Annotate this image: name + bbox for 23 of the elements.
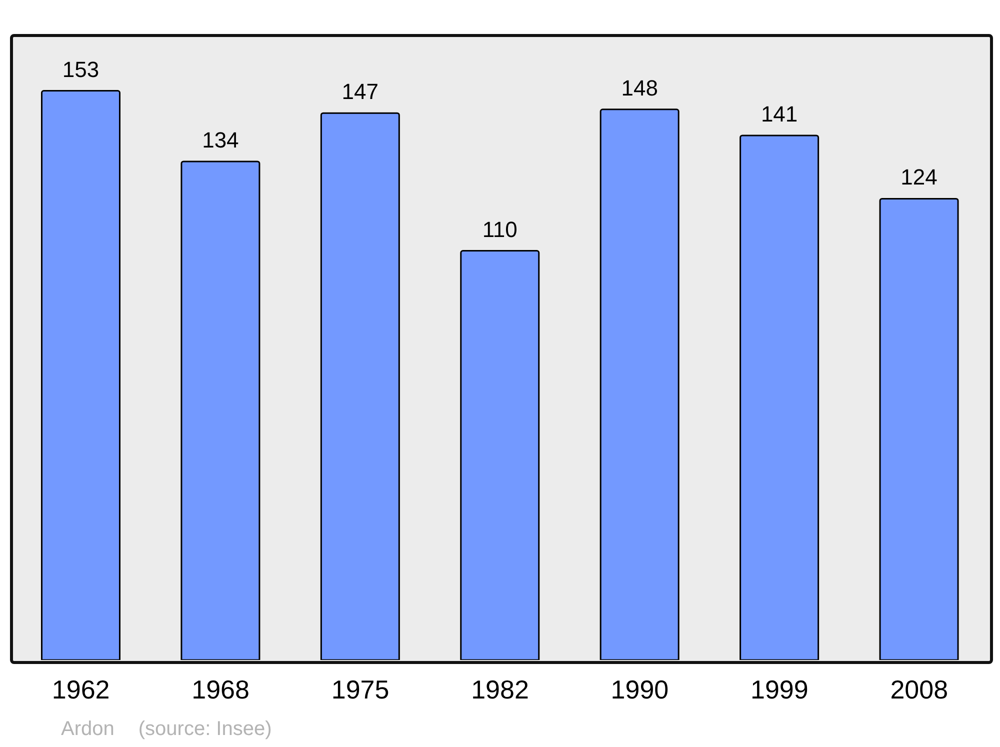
x-tick-label: 1968 [192, 674, 250, 704]
x-tick-label: 1999 [750, 674, 808, 704]
data-label: 124 [900, 164, 938, 190]
bar [879, 198, 959, 660]
x-tick-label: 2008 [890, 674, 948, 704]
bar [600, 108, 680, 660]
bar [740, 134, 820, 660]
text: (source: Insee) [138, 718, 272, 740]
data-label: 110 [482, 216, 518, 242]
bar [180, 160, 260, 660]
data-label: 153 [62, 56, 100, 82]
bar [460, 250, 540, 660]
text: Ardon [61, 718, 114, 740]
data-label: 148 [621, 75, 658, 100]
x-tick-label: 1982 [471, 674, 529, 704]
x-tick-label: 1990 [610, 674, 669, 704]
bar [40, 90, 120, 660]
x-tick-label: 1975 [331, 674, 390, 704]
x-tick-label: 1962 [52, 674, 110, 704]
data-label: 134 [202, 127, 239, 152]
bar [320, 112, 400, 660]
data-label: 147 [342, 79, 379, 104]
data-label: 141 [760, 101, 798, 126]
